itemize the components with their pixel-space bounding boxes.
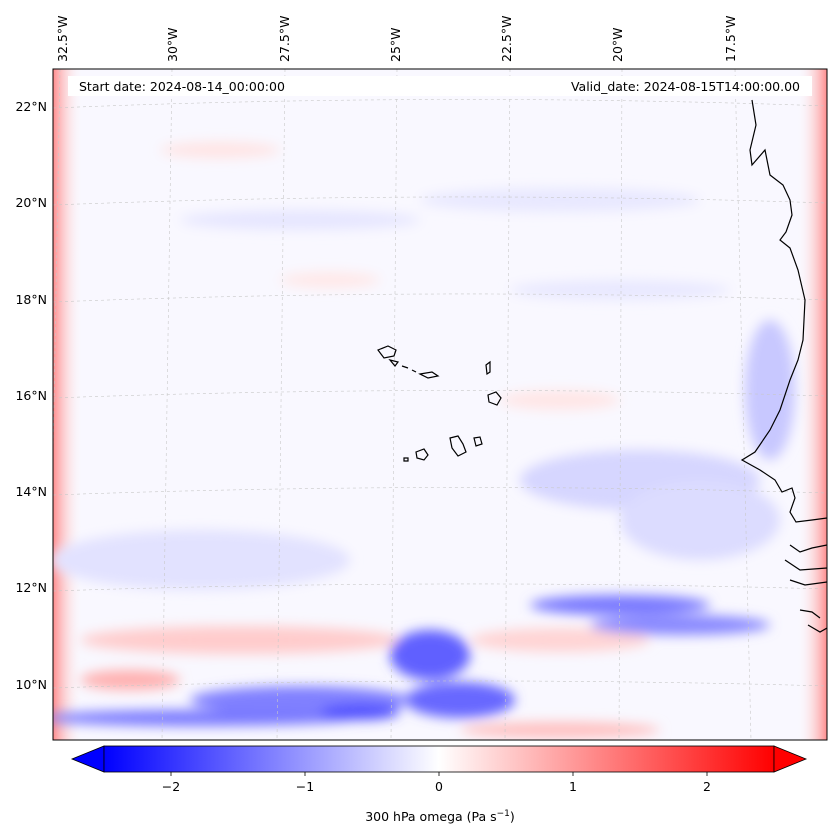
colorbar: −2 −1 0 1 2 300 hPa omega (Pa s−1)	[70, 745, 808, 824]
map-frame	[52, 68, 828, 741]
lon-label: 27.5°W	[277, 16, 292, 62]
lat-label: 16°N	[15, 388, 47, 403]
omega-field	[53, 69, 827, 740]
colorbar-tick: 0	[435, 779, 443, 794]
colorbar-gradient	[103, 745, 775, 773]
colorbar-tick: −2	[162, 779, 180, 794]
colorbar-label: 300 hPa omega (Pa s−1)	[365, 809, 515, 824]
valid-date-label: Valid_date: 2024-08-15T14:00:00.00	[571, 79, 800, 94]
lat-label: 14°N	[15, 484, 47, 499]
lon-label: 32.5°W	[55, 16, 70, 62]
lon-label: 20°W	[610, 27, 625, 62]
lon-label: 30°W	[165, 27, 180, 62]
lat-label: 22°N	[15, 99, 47, 114]
colorbar-tick: −1	[296, 779, 314, 794]
graticule	[53, 69, 827, 740]
africa-coast	[740, 99, 827, 633]
colorbar-tick: 1	[569, 779, 577, 794]
lat-label: 20°N	[15, 195, 47, 210]
lat-label: 18°N	[15, 292, 47, 307]
colorbar-max-extend	[773, 745, 808, 773]
longitude-labels: 32.5°W 30°W 27.5°W 25°W 22.5°W 20°W 17.5…	[55, 16, 738, 62]
latitude-labels: 22°N 20°N 18°N 16°N 14°N 12°N 10°N	[15, 99, 47, 692]
lon-label: 25°W	[388, 27, 403, 62]
header-band	[68, 76, 812, 96]
cape-verde-islands	[377, 345, 502, 462]
lon-label: 22.5°W	[499, 16, 514, 62]
lon-label: 17.5°W	[723, 16, 738, 62]
colorbar-tick: 2	[703, 779, 711, 794]
start-date-label: Start date: 2024-08-14_00:00:00	[79, 79, 285, 94]
lat-label: 12°N	[15, 580, 47, 595]
colorbar-min-extend	[70, 745, 105, 773]
lat-label: 10°N	[15, 677, 47, 692]
coastlines	[377, 99, 827, 633]
